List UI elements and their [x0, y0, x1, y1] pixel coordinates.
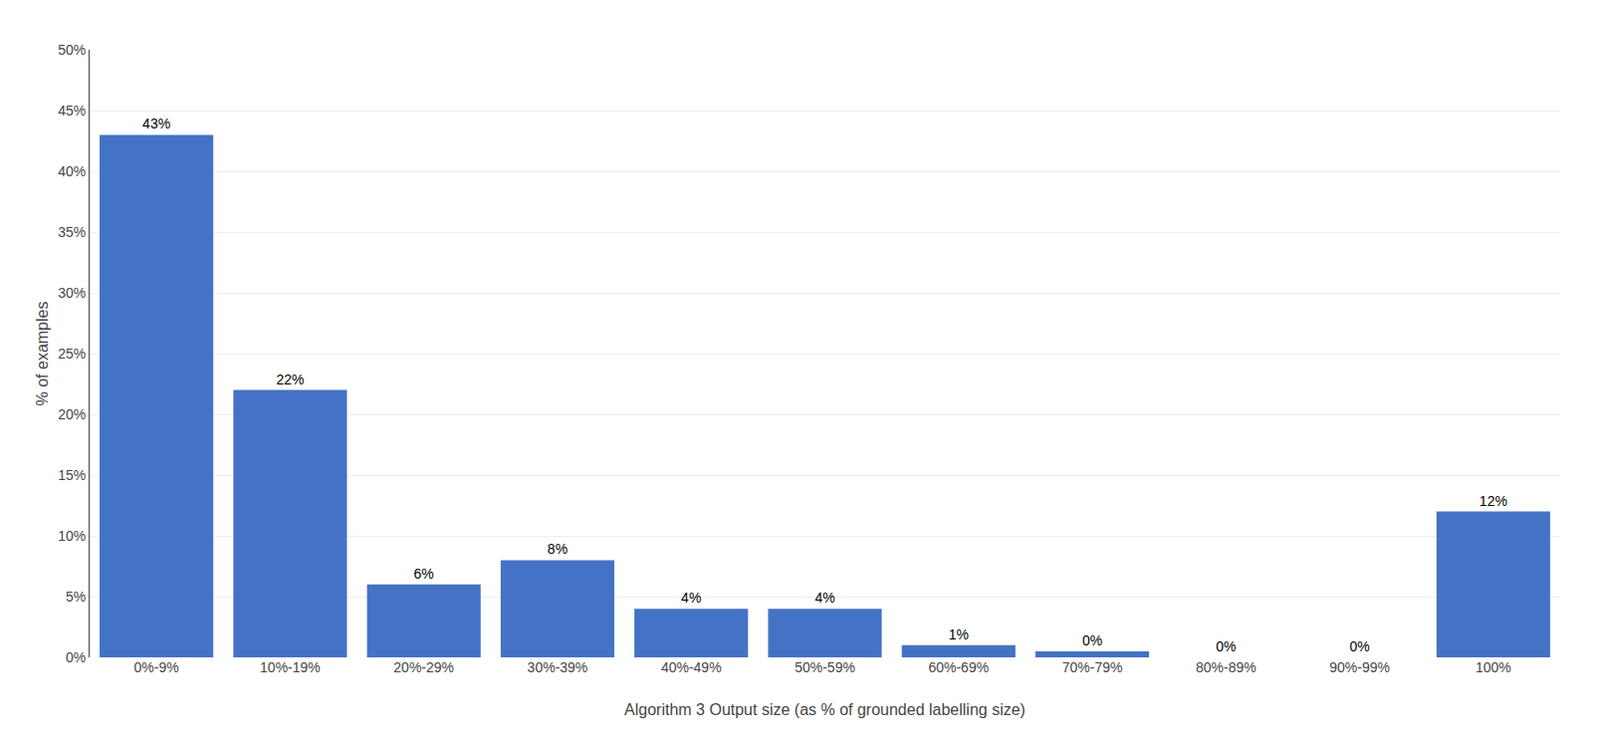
svg-text:22%: 22%: [275, 371, 304, 388]
svg-text:45%: 45%: [57, 102, 86, 119]
svg-text:6%: 6%: [414, 565, 435, 582]
svg-text:20%-29%: 20%-29%: [393, 659, 455, 676]
svg-text:0%: 0%: [65, 649, 86, 666]
svg-text:30%: 30%: [57, 284, 86, 301]
svg-text:50%: 50%: [57, 41, 86, 58]
svg-text:0%-9%: 0%-9%: [134, 659, 180, 676]
svg-text:4%: 4%: [814, 589, 835, 606]
svg-text:10%-19%: 10%-19%: [259, 659, 321, 676]
svg-text:1%: 1%: [948, 626, 969, 643]
svg-text:35%: 35%: [57, 224, 86, 240]
svg-text:70%-79%: 70%-79%: [1062, 659, 1124, 676]
svg-text:80%-89%: 80%-89%: [1195, 659, 1257, 676]
svg-text:4%: 4%: [681, 589, 701, 606]
svg-text:20%: 20%: [57, 406, 86, 423]
svg-text:8%: 8%: [547, 540, 568, 557]
svg-text:43%: 43%: [142, 115, 171, 132]
svg-text:Algorithm 3 Output size (as %: Algorithm 3 Output size (as % of grounde…: [624, 700, 1026, 718]
svg-text:0%: 0%: [1082, 632, 1103, 649]
svg-text:25%: 25%: [57, 345, 86, 362]
svg-text:10%: 10%: [57, 527, 86, 544]
svg-text:5%: 5%: [65, 588, 86, 605]
svg-text:15%: 15%: [57, 466, 86, 483]
svg-text:40%: 40%: [57, 163, 86, 180]
svg-text:12%: 12%: [1479, 492, 1508, 509]
svg-text:60%-69%: 60%-69%: [927, 659, 989, 676]
svg-text:% of examples: % of examples: [33, 301, 51, 407]
svg-text:0%: 0%: [1349, 638, 1370, 655]
svg-text:90%-99%: 90%-99%: [1329, 659, 1390, 676]
svg-text:50%-59%: 50%-59%: [794, 659, 856, 676]
svg-text:0%: 0%: [1215, 638, 1236, 655]
svg-text:40%-49%: 40%-49%: [661, 659, 722, 676]
svg-text:30%-39%: 30%-39%: [527, 659, 589, 676]
svg-text:100%: 100%: [1475, 659, 1512, 676]
